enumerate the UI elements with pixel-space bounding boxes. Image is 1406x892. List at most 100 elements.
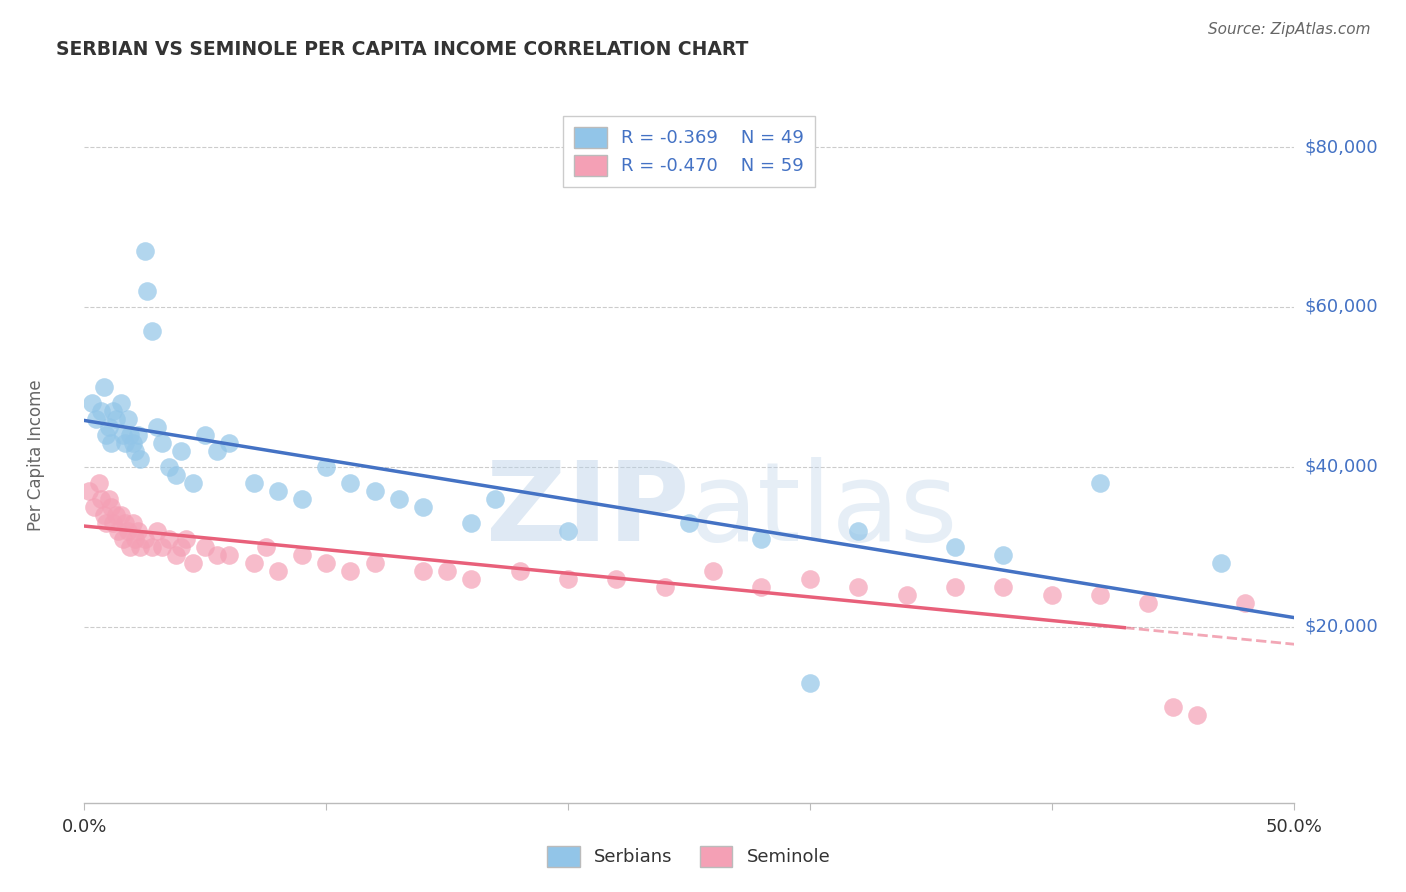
Point [104, 508, 127, 522]
Point [134, 532, 156, 546]
Point [460, 572, 482, 586]
Point [157, 532, 180, 546]
Legend: Serbians, Seminole: Serbians, Seminole [540, 838, 838, 874]
Point [1088, 588, 1111, 602]
Point [124, 532, 146, 546]
Point [165, 467, 187, 482]
Point [90, 491, 112, 506]
Point [117, 412, 139, 426]
Point [110, 508, 132, 522]
Point [121, 516, 143, 530]
Text: Source: ZipAtlas.com: Source: ZipAtlas.com [1208, 22, 1371, 37]
Point [120, 428, 142, 442]
Point [103, 516, 125, 530]
Point [103, 404, 125, 418]
Point [557, 572, 579, 586]
Point [846, 524, 869, 538]
Point [1088, 475, 1111, 490]
Point [107, 524, 129, 538]
Point [134, 244, 156, 258]
Point [339, 564, 361, 578]
Point [104, 412, 127, 426]
Point [121, 436, 143, 450]
Point [484, 491, 506, 506]
Point [170, 444, 193, 458]
Point [80, 396, 103, 410]
Point [846, 580, 869, 594]
Point [129, 451, 152, 466]
Point [315, 459, 337, 474]
Point [100, 500, 122, 514]
Point [83, 500, 105, 514]
Point [93, 508, 115, 522]
Point [1137, 596, 1160, 610]
Point [605, 572, 627, 586]
Point [136, 284, 159, 298]
Point [412, 564, 434, 578]
Point [993, 580, 1015, 594]
Point [150, 436, 173, 450]
Point [112, 428, 135, 442]
Point [127, 428, 149, 442]
Point [218, 436, 240, 450]
Point [117, 524, 139, 538]
Point [90, 404, 112, 418]
Point [363, 556, 385, 570]
Point [97, 491, 120, 506]
Point [165, 548, 187, 562]
Text: $60,000: $60,000 [1305, 298, 1378, 316]
Point [207, 548, 229, 562]
Point [174, 532, 197, 546]
Point [242, 556, 264, 570]
Point [141, 540, 163, 554]
Point [509, 564, 531, 578]
Point [94, 428, 117, 442]
Point [267, 564, 290, 578]
Point [678, 516, 700, 530]
Point [170, 540, 193, 554]
Point [1185, 707, 1208, 722]
Point [110, 396, 132, 410]
Point [799, 676, 821, 690]
Point [93, 380, 115, 394]
Point [146, 524, 169, 538]
Legend: R = -0.369    N = 49, R = -0.470    N = 59: R = -0.369 N = 49, R = -0.470 N = 59 [564, 116, 814, 186]
Point [124, 444, 146, 458]
Point [1209, 556, 1232, 570]
Point [97, 420, 120, 434]
Point [77, 483, 100, 498]
Point [388, 491, 411, 506]
Point [120, 540, 142, 554]
Point [1040, 588, 1063, 602]
Point [654, 580, 676, 594]
Point [1161, 699, 1184, 714]
Point [114, 436, 136, 450]
Point [1234, 596, 1257, 610]
Point [86, 412, 108, 426]
Point [127, 524, 149, 538]
Point [141, 324, 163, 338]
Point [218, 548, 240, 562]
Point [87, 475, 110, 490]
Text: Per Capita Income: Per Capita Income [27, 379, 45, 531]
Point [751, 532, 773, 546]
Text: $80,000: $80,000 [1305, 138, 1378, 156]
Point [993, 548, 1015, 562]
Point [751, 580, 773, 594]
Point [207, 444, 229, 458]
Point [181, 556, 204, 570]
Point [146, 420, 169, 434]
Point [100, 436, 122, 450]
Point [150, 540, 173, 554]
Point [157, 459, 180, 474]
Point [896, 588, 918, 602]
Point [943, 540, 966, 554]
Point [242, 475, 264, 490]
Text: ZIP: ZIP [485, 457, 689, 564]
Point [112, 532, 135, 546]
Point [557, 524, 579, 538]
Point [702, 564, 724, 578]
Text: atlas: atlas [689, 457, 957, 564]
Point [315, 556, 337, 570]
Point [339, 475, 361, 490]
